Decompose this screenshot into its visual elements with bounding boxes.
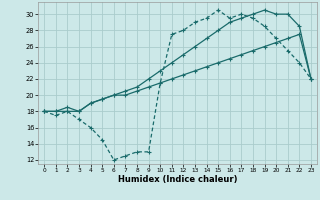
X-axis label: Humidex (Indice chaleur): Humidex (Indice chaleur) — [118, 175, 237, 184]
